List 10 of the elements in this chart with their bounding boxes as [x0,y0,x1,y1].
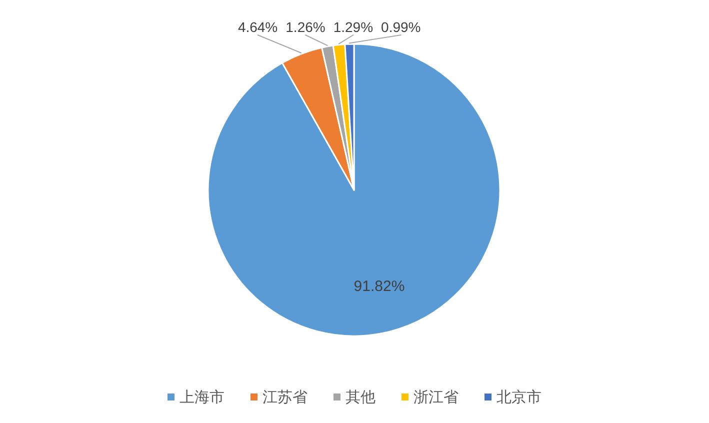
data-label: 1.29% [333,19,374,35]
data-label: 0.99% [381,19,421,35]
legend-label: 北京市 [496,389,542,406]
legend-label: 江苏省 [262,389,308,406]
data-label: 4.64% [238,19,278,35]
legend-label: 上海市 [180,389,224,406]
data-label: 91.82% [354,278,405,296]
legend-label: 浙江省 [414,389,458,406]
legend-label: 其他 [346,389,376,406]
data-label: 1.26% [286,19,326,35]
